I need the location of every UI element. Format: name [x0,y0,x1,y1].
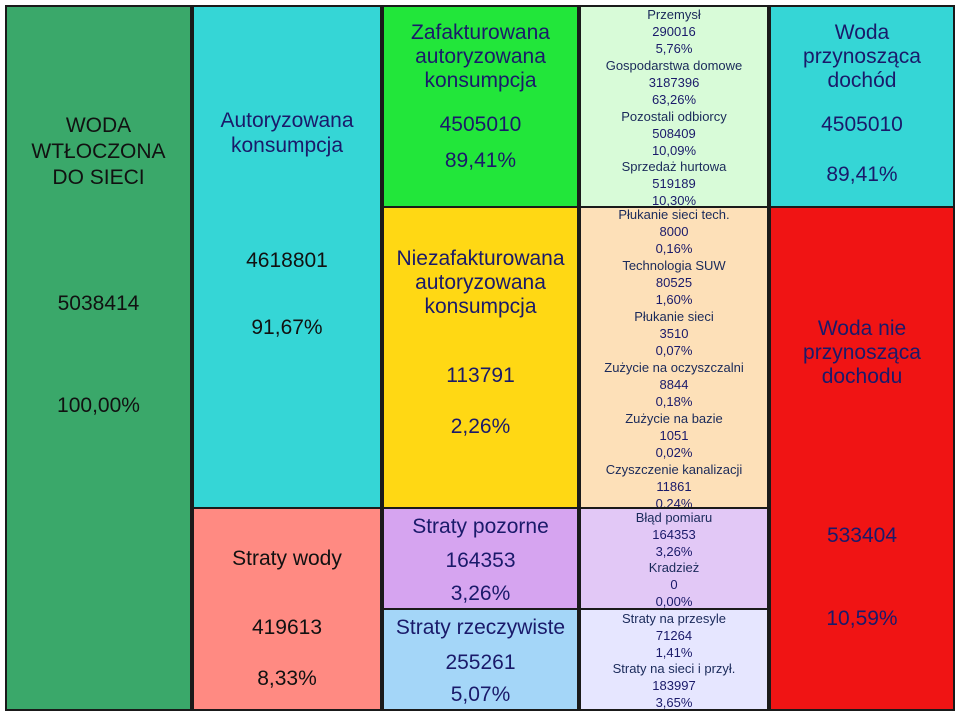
apparent-items-cell: Błąd pomiaru 164353 3,26% Kradzież 0 0,0… [579,507,769,610]
unbilled-authorized-label-line-1: Niezafakturowana [396,247,565,270]
billed-authorized-percent: 89,41% [444,149,517,172]
unbilled-items-cell: Płukanie sieci tech. 8000 0,16% Technolo… [579,206,769,509]
item-percent: 0,24% [655,496,693,509]
item-label: Błąd pomiaru [635,510,713,525]
item-value: 164353 [652,527,696,542]
unbilled-authorized-label-line-2: autoryzowana [415,271,546,294]
item-percent: 3,65% [655,695,693,710]
authorized-consumption-value: 4618801 [246,249,328,272]
item-value: 1051 [659,428,689,443]
authorized-consumption-percent: 91,67% [251,316,323,339]
revenue-water-label-line-3: dochód [827,69,897,92]
revenue-water-value: 4505010 [821,113,903,136]
water-losses-cell: Straty wody 419613 8,33% [192,507,382,711]
item-percent: 10,09% [651,143,697,158]
water-losses-percent: 8,33% [257,667,317,690]
water-losses-value: 419613 [251,616,323,639]
non-revenue-water-percent: 10,59% [826,607,898,630]
item-value: 11861 [656,479,692,494]
item-label: Przemysł [647,7,701,22]
item-percent: 0,00% [655,594,693,609]
item-value: 71264 [655,628,693,643]
system-input-label-line-3: DO SIECI [52,166,145,189]
item-percent: 0,02% [655,445,693,460]
non-revenue-water-label-line-3: dochodu [821,365,903,388]
item-value: 8844 [659,377,689,392]
real-losses-value: 255261 [445,651,516,674]
unbilled-authorized-percent: 2,26% [450,415,511,438]
item-label: Kradzież [648,560,700,575]
item-percent: 10,30% [651,193,697,208]
item-value: 0 [670,577,678,592]
item-label: Gospodarstwa domowe [605,58,743,73]
item-percent: 0,18% [655,394,693,409]
item-percent: 0,07% [655,343,693,358]
apparent-losses-cell: Straty pozorne 164353 3,26% [382,507,579,610]
system-input-label-line-2: WTŁOCZONA [31,140,166,163]
apparent-losses-percent: 3,26% [450,582,511,605]
item-value: 3510 [659,326,689,341]
item-label: Technologia SUW [622,258,726,273]
unbilled-authorized-label-line-3: konsumpcja [424,295,537,318]
item-percent: 3,26% [655,544,693,559]
real-losses-label: Straty rzeczywiste [395,616,566,639]
billed-authorized-label-line-2: autoryzowana [415,45,546,68]
item-value: 508409 [652,126,696,141]
billed-authorized-label-line-3: konsumpcja [424,69,537,92]
item-percent: 5,76% [655,41,693,56]
apparent-losses-value: 164353 [445,549,516,572]
item-percent: 1,60% [655,292,693,307]
item-label: Straty na przesyle [621,611,727,626]
item-value: 80525 [655,275,693,290]
apparent-losses-label: Straty pozorne [412,515,549,538]
item-label: Płukanie sieci [634,309,714,324]
revenue-water-label-line-1: Woda [834,21,890,44]
non-revenue-water-label-line-2: przynosząca [803,341,921,364]
item-value: 519189 [652,176,696,191]
non-revenue-water-label-line-1: Woda nie [817,317,907,340]
system-input-value: 5038414 [57,292,140,315]
real-losses-percent: 5,07% [450,683,511,706]
item-percent: 1,41% [655,645,693,660]
unbilled-authorized-value: 113791 [446,364,515,387]
billed-authorized-cell: Zafakturowana autoryzowana konsumpcja 45… [382,5,579,208]
authorized-consumption-label-line-2: konsumpcja [230,134,344,157]
unbilled-authorized-cell: Niezafakturowana autoryzowana konsumpcja… [382,206,579,509]
billed-authorized-value: 4505010 [439,113,522,136]
real-losses-cell: Straty rzeczywiste 255261 5,07% [382,608,579,711]
item-label: Sprzedaż hurtowa [621,159,727,174]
real-items-cell: Straty na przesyle 71264 1,41% Straty na… [579,608,769,711]
item-label: Pozostali odbiorcy [621,109,727,124]
item-label: Straty na sieci i przył. [612,661,736,676]
authorized-consumption-cell: Autoryzowana konsumpcja 4618801 91,67% [192,5,382,509]
item-label: Zużycie na oczyszczalni [604,360,744,375]
non-revenue-water-cell: Woda nie przynosząca dochodu 533404 10,5… [769,206,955,711]
billed-items-cell: Przemysł 290016 5,76% Gospodarstwa domow… [579,5,769,208]
item-value: 3187396 [648,75,700,90]
item-value: 290016 [652,24,696,39]
water-losses-label: Straty wody [232,547,342,570]
item-value: 183997 [652,678,696,693]
item-percent: 0,16% [655,241,693,256]
item-label: Płukanie sieci tech. [618,207,730,222]
item-label: Czyszczenie kanalizacji [605,462,743,477]
item-percent: 63,26% [651,92,697,107]
revenue-water-percent: 89,41% [826,163,898,186]
item-label: Zużycie na bazie [625,411,723,426]
system-input-percent: 100,00% [57,394,140,417]
authorized-consumption-label-line-1: Autoryzowana [220,109,354,132]
revenue-water-cell: Woda przynosząca dochód 4505010 89,41% [769,5,955,208]
system-input-cell: WODA WTŁOCZONA DO SIECI 5038414 100,00% [5,5,192,711]
item-value: 8000 [659,224,689,239]
non-revenue-water-value: 533404 [826,524,898,547]
billed-authorized-label-line-1: Zafakturowana [411,21,550,44]
system-input-label-line-1: WODA [65,114,132,137]
revenue-water-label-line-2: przynosząca [803,45,921,68]
